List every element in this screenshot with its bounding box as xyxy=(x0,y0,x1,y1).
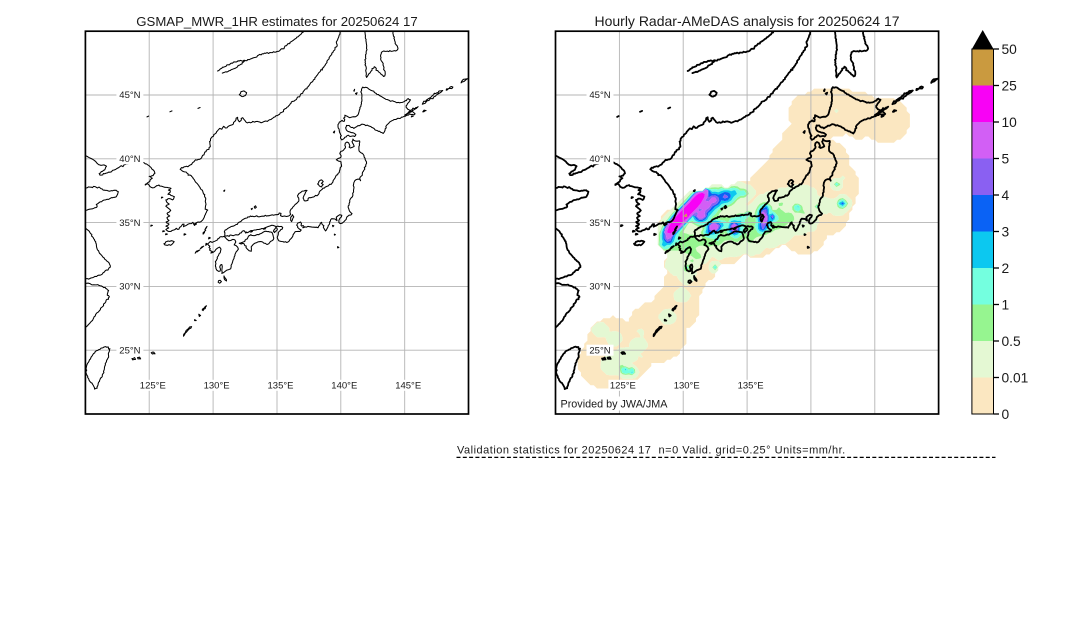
svg-text:2: 2 xyxy=(1002,261,1010,276)
svg-text:40°N: 40°N xyxy=(589,154,610,165)
svg-text:3: 3 xyxy=(1002,224,1010,239)
svg-text:30°N: 30°N xyxy=(119,282,140,293)
svg-text:130°E: 130°E xyxy=(674,381,700,392)
svg-text:25°N: 25°N xyxy=(589,345,610,356)
svg-text:40°N: 40°N xyxy=(119,154,140,165)
svg-text:5: 5 xyxy=(1002,151,1010,166)
svg-text:25: 25 xyxy=(1002,78,1018,93)
svg-text:35°N: 35°N xyxy=(589,218,610,229)
svg-text:130°E: 130°E xyxy=(204,381,230,392)
svg-text:25°N: 25°N xyxy=(119,345,140,356)
svg-text:135°E: 135°E xyxy=(738,381,764,392)
svg-text:125°E: 125°E xyxy=(140,381,166,392)
svg-text:45°N: 45°N xyxy=(119,90,140,101)
svg-text:10: 10 xyxy=(1002,115,1018,130)
svg-text:0: 0 xyxy=(1002,407,1010,422)
svg-text:135°E: 135°E xyxy=(268,381,294,392)
svg-text:50: 50 xyxy=(1002,42,1018,57)
svg-text:GSMAP_MWR_1HR estimates for 20: GSMAP_MWR_1HR estimates for 20250624 17 xyxy=(136,14,417,29)
svg-text:140°E: 140°E xyxy=(331,381,357,392)
svg-text:0.01: 0.01 xyxy=(1002,370,1029,385)
svg-text:125°E: 125°E xyxy=(610,381,636,392)
svg-text:145°E: 145°E xyxy=(395,381,421,392)
svg-text:4: 4 xyxy=(1002,188,1010,203)
svg-text:45°N: 45°N xyxy=(589,90,610,101)
svg-text:Provided by JWA/JMA: Provided by JWA/JMA xyxy=(561,399,669,411)
svg-text:30°N: 30°N xyxy=(589,282,610,293)
svg-text:35°N: 35°N xyxy=(119,218,140,229)
svg-text:1: 1 xyxy=(1002,297,1010,312)
svg-text:Validation statistics for 2025: Validation statistics for 20250624 17 n=… xyxy=(457,445,846,457)
svg-text:0.5: 0.5 xyxy=(1002,334,1022,349)
svg-text:Hourly Radar-AMeDAS analysis f: Hourly Radar-AMeDAS analysis for 2025062… xyxy=(594,13,899,29)
